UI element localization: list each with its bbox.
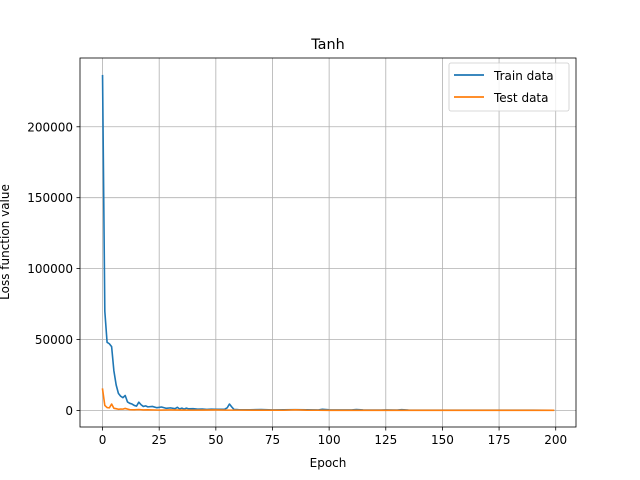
plot-area (80, 58, 576, 427)
x-tick-label: 200 (544, 433, 567, 447)
y-tick-label: 200000 (27, 120, 73, 134)
legend: Train data Test data (448, 62, 570, 112)
x-tick-label: 100 (318, 433, 341, 447)
x-tick-label: 75 (265, 433, 280, 447)
y-axis-title: Loss function value (0, 184, 12, 300)
x-tick-label: 150 (431, 433, 454, 447)
legend-label-train: Train data (493, 69, 554, 83)
legend-label-test: Test data (493, 91, 548, 105)
x-tick-label: 50 (208, 433, 223, 447)
axis-ticks: 0 25 50 75 100 125 150 175 200 0 50000 100000 150000… (27, 120, 567, 447)
x-tick-label: 125 (374, 433, 397, 447)
series-lines (101, 74, 555, 412)
chart-title: Tanh (310, 37, 344, 53)
x-tick-label: 0 (99, 433, 107, 447)
y-tick-label: 100000 (27, 262, 73, 276)
x-tick-label: 25 (152, 433, 167, 447)
x-axis-title: Epoch (310, 456, 347, 470)
y-tick-label: 50000 (35, 333, 73, 347)
series-line-test (101, 388, 555, 412)
x-tick-label: 175 (488, 433, 511, 447)
y-tick-label: 150000 (27, 191, 73, 205)
y-tick-label: 0 (65, 404, 73, 418)
plot-frame (79, 57, 577, 428)
